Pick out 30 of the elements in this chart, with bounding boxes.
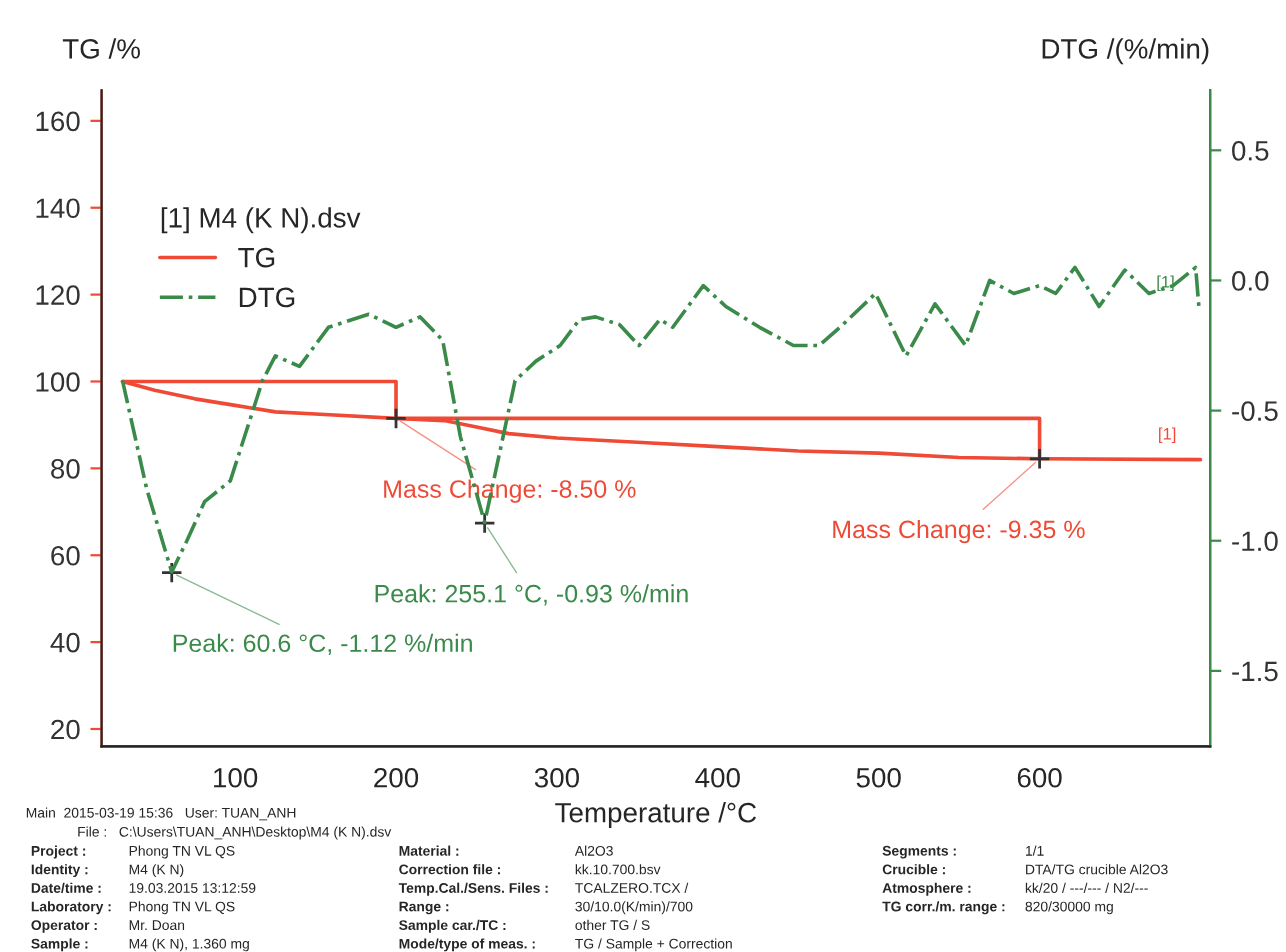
x-tick-label: 500 [856,767,901,788]
y-tick-label: 80 [51,459,80,479]
x-tick-label: 100 [214,767,258,788]
y-tick-label: 20 [51,719,80,740]
y-tick-label: 40 [50,632,80,653]
annotation: Peak: 255.1 °C, -0.93 %/min [375,584,688,606]
x-tick-label: 600 [1017,767,1062,788]
annotation: [1] [1159,427,1176,443]
annotation: Peak: 60.6 °C, -1.12 %/min [173,633,472,656]
y-tick-label: 100 [36,372,80,392]
y2-tick-label: -1.0 [1232,531,1278,552]
y-tick-label: 60 [51,545,80,566]
x-axis-title: Temperature /°C [555,802,757,829]
y-tick-label: 160 [36,111,80,132]
legend-label: TG [238,247,275,268]
y2-tick-label: 0.0 [1232,271,1269,291]
x-tick-label: 400 [695,767,740,788]
y-axis-title: TG /% [62,38,140,59]
annotation: Mass Change: -8.50 % [384,479,636,503]
legend-title: [1] M4 (K N).dsv [161,207,361,234]
y-tick-label: 120 [36,285,80,305]
legend-label: DTG [239,287,295,308]
y2-tick-label: -0.5 [1232,401,1278,421]
y2-tick-label: 0.5 [1232,140,1269,161]
x-tick-label: 300 [534,767,579,788]
annotation: Mass Change: -9.35 % [833,519,1085,544]
y-tick-label: 140 [36,198,80,219]
x-tick-label: 200 [374,767,419,788]
y2-axis-title: DTG /(%/min) [1042,38,1209,65]
y2-tick-label: -1.5 [1232,661,1278,682]
